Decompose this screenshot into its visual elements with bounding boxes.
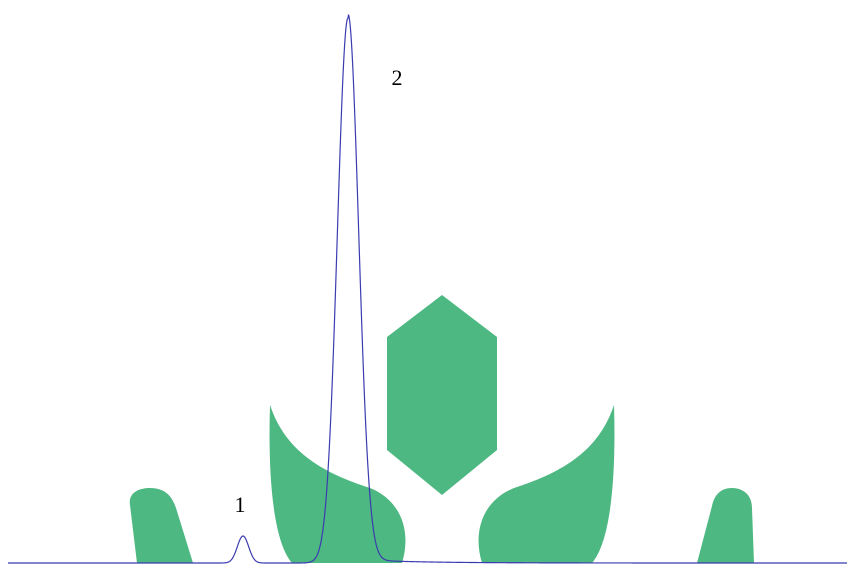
logo-leaf-right [478,405,615,563]
logo-leaf-left [269,405,406,563]
chromatogram-trace [8,14,847,564]
peak-label: 2 [392,65,403,90]
watermark-logo [129,295,754,563]
peak-label: 1 [235,492,246,517]
logo-bar-right [697,488,754,563]
logo-hexagon [387,295,497,495]
logo-bar-left [129,488,193,563]
